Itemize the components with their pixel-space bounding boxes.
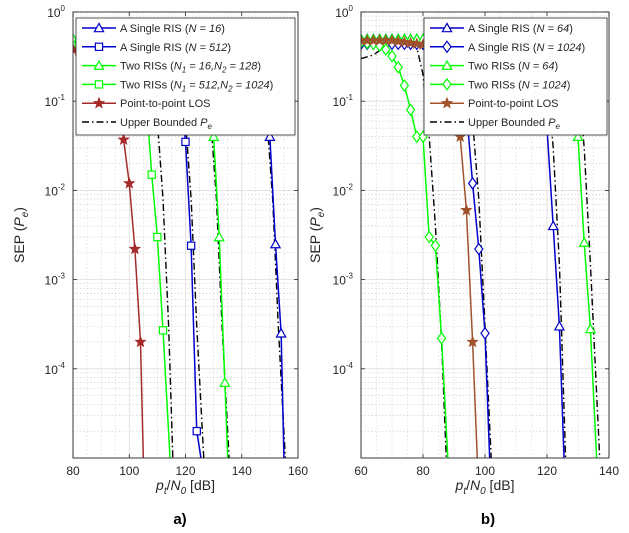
data-point [547,220,559,231]
legend-label: A Single RIS (N = 16) [120,23,225,35]
x-tick-label: 100 [475,464,495,478]
data-point [181,137,190,147]
legend-marker [93,59,105,70]
data-point [398,35,411,48]
data-point [264,130,276,141]
legend-marker [442,40,452,54]
legend-label: A Single RIS (N = 64) [468,23,573,35]
data-point [219,376,231,387]
data-point [424,230,434,244]
legend-marker [92,96,106,109]
legend: A Single RIS (N = 16) A Single RIS (N = 5… [75,17,296,136]
data-point [474,242,484,256]
panel-label: b) [481,511,495,528]
y-tick-label: 100 [47,4,65,20]
data-point [436,331,447,345]
legend-label: Two RISs (N = 1024) [468,79,570,91]
legend-box [423,17,608,136]
data-point [117,133,130,145]
legend-label: Two RISs (N1 = 512,N2 = 1024) [120,79,273,93]
data-point [158,326,168,335]
data-point [128,242,142,255]
data-point [467,176,478,190]
data-point [466,335,479,348]
x-axis-label: pt/N0 [dB] [455,477,515,497]
x-tick-label: 140 [232,464,252,478]
data-point [578,236,590,247]
y-tick-label: 10-4 [45,361,66,377]
y-tick-label: 10-3 [45,272,66,288]
legend: A Single RIS (N = 64) A Single RIS (N = 1… [423,17,608,136]
y-tick-label: 10-2 [333,182,354,198]
data-point [192,426,201,436]
data-point [208,130,220,141]
legend-label: A Single RIS (N = 1024) [468,42,585,54]
data-point [430,239,441,253]
data-point [387,49,397,63]
x-tick-label: 60 [354,464,368,478]
legend-marker [440,96,454,109]
data-point [393,60,403,74]
legend-box [75,17,296,136]
data-point [269,238,282,249]
panel-label: a) [173,511,186,528]
y-axis-label: SEP (Pe) [11,207,31,263]
data-point [213,231,225,242]
y-tick-label: 10-1 [333,93,354,109]
legend-marker [94,42,104,52]
y-tick-label: 100 [335,4,353,20]
data-point [480,326,490,340]
data-point [572,130,584,141]
y-tick-label: 10-2 [45,182,66,198]
data-point [410,37,424,50]
y-tick-label: 10-3 [333,272,354,288]
legend-marker [93,22,105,33]
x-axis-label: pt/N0 [dB] [155,477,215,497]
legend-label: Upper Bounded Pe [468,117,560,131]
data-point [584,323,597,334]
x-tick-label: 120 [537,464,557,478]
data-point [123,176,136,189]
x-tick-label: 80 [416,464,430,478]
legend-label: Point-to-point LOS [120,98,211,110]
data-point [412,130,422,144]
data-point [153,232,162,242]
y-tick-label: 10-1 [45,93,66,109]
data-point [134,335,147,348]
x-tick-label: 80 [66,464,80,478]
x-tick-label: 100 [119,464,139,478]
y-axis-label: SEP (Pe) [307,207,327,263]
legend-label: A Single RIS (N = 512) [120,42,231,54]
legend-label: Point-to-point LOS [468,98,559,110]
data-point [460,203,473,216]
data-point [553,320,566,331]
y-tick-label: 10-4 [333,361,354,377]
x-tick-label: 140 [599,464,619,478]
legend-marker [441,22,453,33]
data-point [404,36,417,49]
legend-label: Two RISs (N = 64) [468,61,558,73]
data-point [275,327,287,338]
data-point [381,42,391,57]
panel-a: 80 100 120 140 160 100 10-1 10-2 10-3 10-4 pt/N0 [… [11,4,308,528]
data-point [399,78,410,93]
legend-marker [442,77,452,91]
legend-label: Two RISs (N1 = 16,N2 = 128) [120,61,261,75]
data-point [385,33,399,46]
data-point [405,103,416,117]
x-tick-label: 120 [175,464,195,478]
data-point [147,170,156,179]
legend-marker [94,80,104,89]
data-point [391,34,405,47]
legend-marker [441,59,453,70]
panel-b: 60 80 100 120 140 100 10-1 10-2 10-3 10-4 pt/N0 [d… [307,4,619,528]
x-tick-label: 160 [288,464,308,478]
data-point [186,241,196,250]
legend-label: Upper Bounded Pe [120,117,212,131]
